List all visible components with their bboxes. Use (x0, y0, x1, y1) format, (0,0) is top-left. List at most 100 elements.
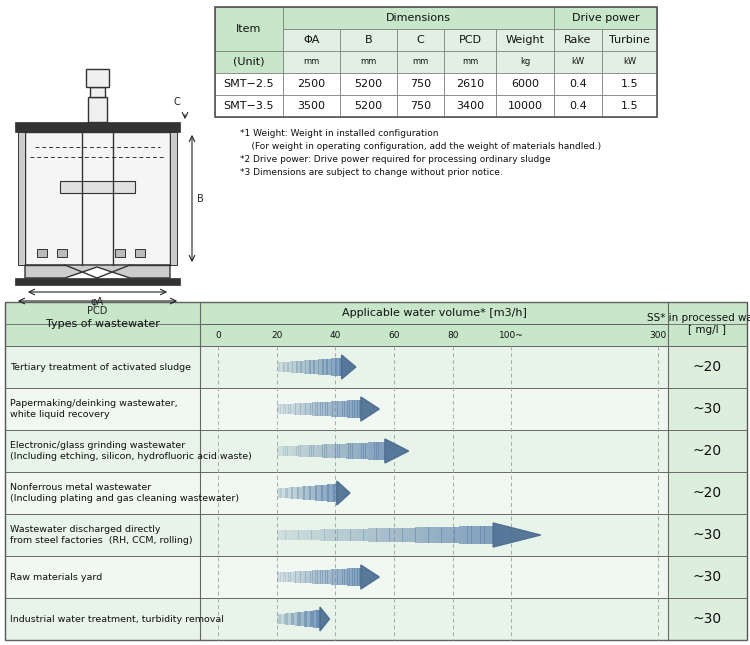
Text: (For weight in operating configuration, add the weight of materials handled.): (For weight in operating configuration, … (240, 142, 602, 151)
Bar (327, 402, 329, 417)
Bar (349, 568, 351, 586)
Bar (277, 362, 278, 372)
Bar (283, 73, 340, 95)
Bar (298, 487, 300, 499)
Bar (279, 488, 280, 498)
Bar (433, 527, 437, 543)
Text: mm: mm (462, 57, 478, 66)
Bar (668, 430, 747, 472)
Bar (300, 403, 302, 415)
Bar (489, 526, 494, 544)
Bar (334, 484, 336, 502)
Bar (496, 73, 554, 95)
Text: Turbine: Turbine (609, 35, 650, 45)
Text: 300: 300 (650, 330, 667, 339)
Bar (285, 530, 290, 540)
Bar (315, 610, 316, 628)
Polygon shape (361, 565, 380, 589)
Bar (200, 346, 668, 388)
Bar (278, 362, 280, 372)
Bar (25, 132, 170, 265)
Bar (280, 488, 282, 498)
Bar (284, 404, 286, 414)
Bar (338, 401, 340, 417)
Bar (554, 51, 602, 73)
Bar (668, 346, 747, 388)
Text: Papermaking/deinking wastewater,
white liquid recovery: Papermaking/deinking wastewater, white l… (10, 399, 178, 419)
Text: 80: 80 (447, 330, 458, 339)
Bar (325, 484, 326, 501)
Bar (286, 488, 288, 499)
Bar (324, 570, 326, 584)
Text: 40: 40 (330, 330, 341, 339)
Bar (348, 443, 351, 459)
Bar (382, 442, 386, 460)
Bar (278, 488, 280, 498)
Bar (307, 361, 308, 373)
Bar (298, 612, 300, 626)
Bar (323, 485, 326, 501)
Bar (329, 484, 332, 502)
Bar (5, 346, 200, 388)
Bar (347, 568, 350, 586)
Bar (294, 530, 298, 540)
Bar (200, 598, 668, 640)
Bar (282, 404, 284, 414)
Bar (297, 487, 298, 499)
Polygon shape (494, 523, 541, 547)
Bar (668, 302, 747, 346)
Text: mm: mm (360, 57, 376, 66)
Bar (200, 324, 668, 346)
Bar (317, 570, 320, 584)
Bar (320, 530, 325, 541)
Bar (406, 528, 412, 542)
Bar (307, 571, 309, 583)
Bar (322, 444, 325, 457)
Bar (668, 598, 747, 640)
Bar (281, 614, 282, 624)
Bar (554, 73, 602, 95)
Bar (296, 571, 297, 582)
Text: 10000: 10000 (508, 101, 542, 111)
Bar (284, 488, 286, 498)
Text: ~30: ~30 (693, 570, 722, 584)
Bar (602, 51, 657, 73)
Bar (306, 611, 308, 627)
Bar (313, 611, 314, 628)
Bar (322, 359, 324, 375)
Bar (354, 568, 356, 586)
Bar (285, 613, 286, 624)
Bar (341, 529, 346, 541)
Bar (380, 528, 386, 542)
Bar (368, 442, 370, 459)
Bar (352, 568, 355, 586)
Bar (359, 400, 362, 418)
Text: 0.4: 0.4 (569, 101, 586, 111)
Bar (350, 529, 355, 541)
Bar (602, 29, 657, 51)
Bar (283, 488, 284, 498)
Bar (359, 529, 364, 541)
Text: kW: kW (572, 57, 584, 66)
Bar (335, 484, 338, 502)
Bar (324, 530, 329, 541)
Bar (357, 443, 359, 459)
Bar (355, 443, 357, 459)
Bar (316, 444, 318, 457)
Bar (365, 442, 368, 459)
Bar (480, 526, 485, 544)
Bar (316, 570, 317, 584)
Bar (288, 362, 290, 372)
Bar (292, 361, 294, 373)
Bar (312, 402, 314, 415)
Bar (281, 530, 286, 540)
Bar (304, 486, 306, 500)
Bar (320, 485, 322, 501)
Bar (320, 359, 321, 375)
Bar (5, 556, 200, 598)
Bar (328, 444, 332, 458)
Bar (339, 358, 340, 376)
Text: B: B (364, 35, 372, 45)
Text: 750: 750 (410, 101, 431, 111)
Bar (346, 569, 348, 586)
